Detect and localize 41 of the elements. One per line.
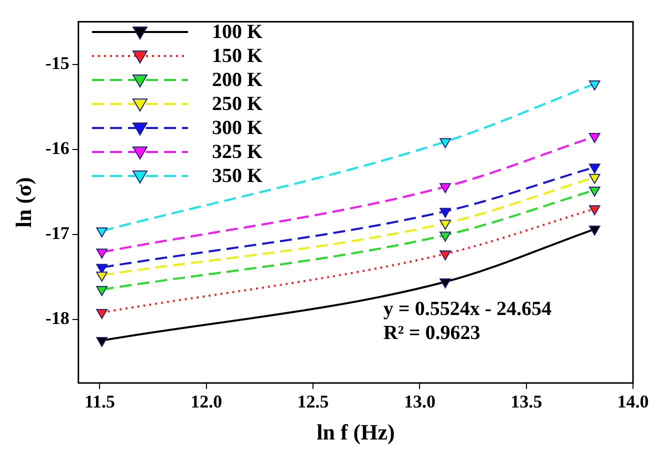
legend-label: 325 K (212, 140, 263, 164)
x-tick-label: 13.0 (404, 391, 436, 412)
x-tick-label: 11.5 (84, 391, 115, 412)
point (440, 183, 451, 194)
point (96, 272, 108, 282)
x-tick-label: 13.5 (510, 391, 542, 412)
point (588, 186, 600, 197)
x-axis-title: ln f (Hz) (316, 419, 395, 444)
x-tick-label: 12.0 (190, 391, 222, 412)
point (588, 164, 600, 174)
point (96, 337, 108, 348)
legend-label: 250 K (212, 92, 263, 116)
point (96, 286, 108, 296)
x-tick-label: 12.5 (297, 391, 329, 412)
point (440, 232, 451, 242)
y-tick-label: -16 (45, 138, 70, 158)
annotation: R² = 0.9623 (383, 322, 480, 344)
y-axis-title: ln (σ) (10, 177, 36, 228)
legend-label: 300 K (212, 116, 263, 140)
y-tick-label: -18 (45, 308, 70, 328)
y-tick-label: -15 (45, 52, 70, 73)
legend-label: 150 K (212, 44, 263, 68)
legend-label: 100 K (212, 20, 263, 44)
point (96, 227, 108, 238)
point (440, 208, 451, 218)
y-tick-label: -17 (45, 222, 70, 243)
legend-label: 350 K (212, 164, 263, 188)
point (96, 308, 108, 319)
point (588, 133, 600, 144)
point (440, 220, 451, 230)
legend-label: 200 K (212, 68, 263, 92)
point (440, 250, 451, 260)
point (588, 174, 600, 184)
point (440, 278, 451, 288)
point (96, 248, 108, 259)
point (440, 138, 451, 148)
point (588, 80, 600, 90)
point (588, 226, 600, 236)
x-tick-label: 14.0 (617, 391, 649, 412)
point (588, 205, 600, 216)
annotation: y = 0.5524x - 24.654 (383, 298, 552, 320)
